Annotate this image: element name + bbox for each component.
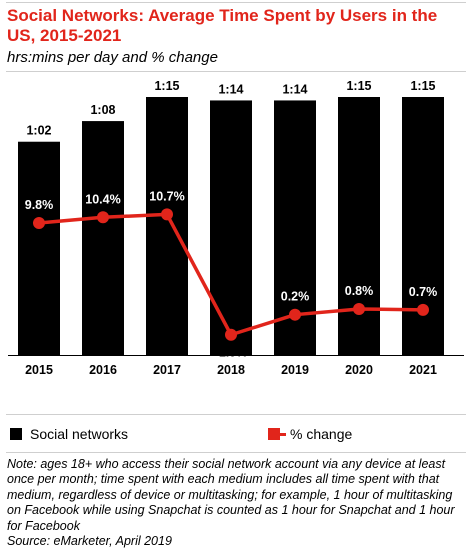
note-rule: [6, 452, 466, 453]
note-text: Note: ages 18+ who access their social n…: [7, 457, 455, 533]
x-tick-2017: 2017: [153, 363, 181, 377]
legend-label-social-networks: Social networks: [30, 426, 129, 442]
bar-2017: [146, 97, 188, 355]
bar-label-2018: 1:14: [218, 82, 243, 96]
pct-point-2019: [289, 308, 301, 321]
x-tick-2019: 2019: [281, 363, 309, 377]
legend: Social networks % change: [0, 426, 472, 446]
top-rule: [6, 2, 466, 3]
x-tick-2021: 2021: [409, 363, 437, 377]
pct-label-2019: 0.2%: [281, 290, 310, 304]
subtitle-rule: [6, 71, 466, 72]
x-tick-2018: 2018: [217, 363, 245, 377]
footnote: Note: ages 18+ who access their social n…: [7, 457, 467, 549]
pct-point-2017: [161, 208, 173, 221]
x-tick-2020: 2020: [345, 363, 373, 377]
pct-label-2020: 0.8%: [345, 284, 374, 298]
bar-2020: [338, 97, 380, 355]
legend-swatch-bars: [10, 428, 22, 440]
bar-2016: [82, 121, 124, 355]
chart-subtitle: hrs:mins per day and % change: [7, 49, 218, 66]
bar-label-2016: 1:08: [90, 103, 115, 117]
pct-label-2018: -1.9%: [215, 346, 248, 360]
pct-label-2016: 10.4%: [85, 192, 120, 206]
legend-label-pct-change: % change: [290, 426, 353, 442]
bar-label-2017: 1:15: [154, 79, 179, 93]
pct-label-2021: 0.7%: [409, 285, 438, 299]
bar-2015: [18, 141, 60, 355]
pct-point-2021: [417, 303, 429, 316]
bar-label-2015: 1:02: [26, 124, 51, 138]
bar-label-2021: 1:15: [410, 79, 435, 93]
source-text: Source: eMarketer, April 2019: [7, 534, 172, 549]
pct-point-2016: [97, 211, 109, 224]
bar-label-2019: 1:14: [282, 82, 307, 96]
pct-point-2018: [225, 328, 237, 341]
x-tick-2016: 2016: [89, 363, 117, 377]
legend-item-social-networks: Social networks: [10, 426, 128, 442]
chart-title: Social Networks: Average Time Spent by U…: [7, 6, 438, 45]
legend-rule: [6, 414, 466, 415]
legend-item-pct-change: % change: [268, 426, 352, 442]
legend-swatch-line: [268, 428, 286, 440]
x-tick-2015: 2015: [25, 363, 53, 377]
bar-2021: [402, 97, 444, 355]
pct-label-2017: 10.7%: [149, 189, 184, 203]
bar-2018: [210, 100, 252, 355]
chart-area: 1:02 1:08 1:15 1:14 1:14 1:15 1:15 9.8% 10.4% 10.…: [8, 79, 464, 377]
pct-label-2015: 9.8%: [25, 198, 54, 212]
bar-label-2020: 1:15: [346, 79, 371, 93]
pct-point-2020: [353, 302, 365, 315]
pct-point-2015: [33, 217, 45, 230]
